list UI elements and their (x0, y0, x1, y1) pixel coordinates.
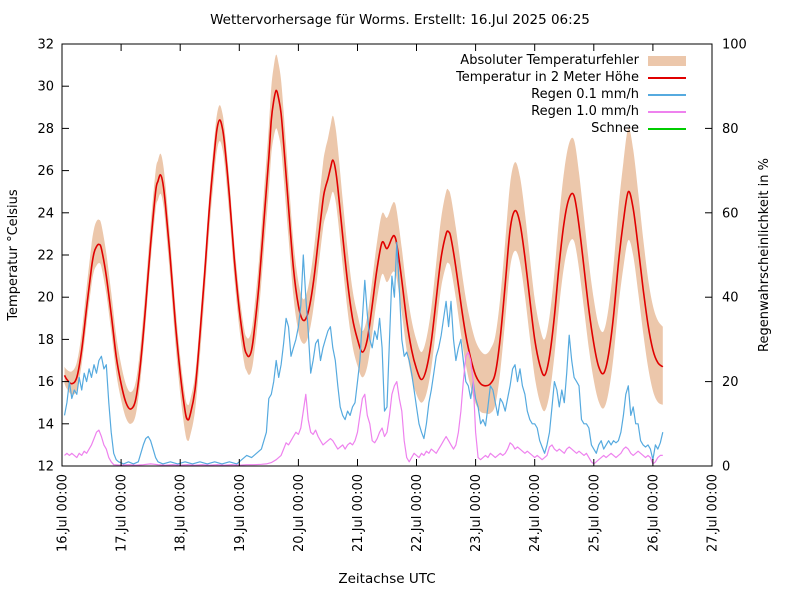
y-right-tick-label: 60 (722, 206, 739, 221)
x-axis-label: Zeitachse UTC (338, 571, 436, 587)
rain01-line (63, 241, 664, 465)
legend-label: Temperatur in 2 Meter Höhe (456, 70, 639, 85)
legend-item-rain01: Regen 0.1 mm/h (456, 86, 686, 103)
y-left-tick-label: 20 (37, 291, 54, 306)
x-tick-label: 22.Jul 00:00 (410, 474, 425, 552)
y-left-tick-label: 26 (37, 164, 54, 179)
y-left-tick-label: 18 (37, 333, 54, 348)
x-tick-label: 19.Jul 00:00 (233, 474, 248, 552)
chart-title: Wettervorhersage für Worms. Erstellt: 16… (210, 12, 590, 28)
y-left-tick-label: 16 (37, 375, 54, 390)
temperature-line-swatch (648, 76, 686, 79)
rain01-line-swatch (648, 93, 686, 96)
y-right-tick-label: 40 (722, 291, 739, 306)
y-left-tick-label: 30 (37, 80, 54, 95)
x-tick-label: 21.Jul 00:00 (351, 474, 366, 552)
x-tick-label: 17.Jul 00:00 (115, 474, 130, 552)
x-tick-label: 16.Jul 00:00 (56, 474, 71, 552)
rain10-line-swatch (648, 110, 686, 113)
legend-item-temperature: Temperatur in 2 Meter Höhe (456, 69, 686, 86)
y-axis-label-right: Regenwahrscheinlichkeit in % (757, 158, 772, 352)
x-tick-label: 27.Jul 00:00 (706, 474, 721, 552)
y-left-tick-label: 22 (37, 249, 54, 264)
y-left-tick-label: 12 (37, 460, 54, 475)
legend-item-rain10: Regen 1.0 mm/h (456, 103, 686, 120)
y-right-tick-label: 80 (722, 122, 739, 137)
y-right-tick-label: 0 (722, 460, 730, 475)
legend-item-error-band: Absoluter Temperaturfehler (456, 52, 686, 69)
y-left-tick-label: 32 (37, 38, 54, 53)
y-right-tick-label: 100 (722, 38, 747, 53)
x-tick-label: 24.Jul 00:00 (528, 474, 543, 552)
y-left-tick-label: 24 (37, 206, 54, 221)
x-tick-label: 25.Jul 00:00 (587, 474, 602, 552)
legend-label: Regen 1.0 mm/h (531, 104, 639, 119)
legend: Absoluter Temperaturfehler Temperatur in… (456, 52, 686, 137)
x-tick-label: 23.Jul 00:00 (469, 474, 484, 552)
rain10-line (64, 351, 663, 466)
y-axis-label-left: Temperatur °Celsius (6, 189, 21, 322)
x-tick-label: 18.Jul 00:00 (174, 474, 189, 552)
error-band-swatch (648, 55, 686, 66)
x-tick-label: 26.Jul 00:00 (646, 474, 661, 552)
y-left-tick-label: 14 (37, 417, 54, 432)
y-right-tick-label: 20 (722, 375, 739, 390)
legend-item-snow: Schnee (456, 120, 686, 137)
legend-label: Regen 0.1 mm/h (531, 87, 639, 102)
legend-label: Absoluter Temperaturfehler (460, 53, 639, 68)
y-left-tick-label: 28 (37, 122, 54, 137)
x-tick-label: 20.Jul 00:00 (292, 474, 307, 552)
snow-line-swatch (648, 127, 686, 130)
legend-label: Schnee (591, 121, 639, 136)
temperature-line (63, 89, 664, 421)
